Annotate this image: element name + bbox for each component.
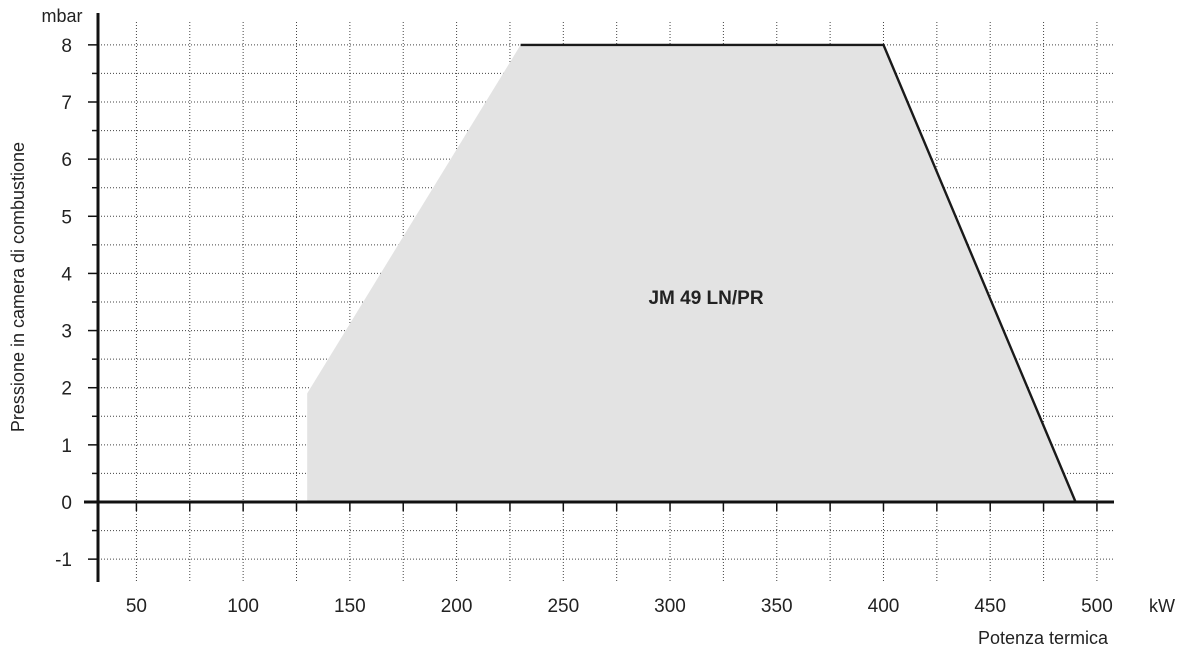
x-axis-unit: kW (1149, 596, 1175, 616)
working-field-edge (520, 43, 1077, 503)
series-annotation: JM 49 LN/PR (648, 288, 763, 309)
y-tick-label: 1 (61, 436, 72, 457)
y-tick-label: 2 (61, 379, 72, 400)
x-tick-label: 500 (1081, 596, 1113, 617)
y-tick-label: 4 (61, 264, 72, 285)
x-tick-label: 250 (547, 596, 579, 617)
y-tick-label: 7 (61, 93, 72, 114)
x-tick-label: 300 (654, 596, 686, 617)
y-axis-unit: mbar (41, 6, 82, 26)
y-tick-label: 6 (61, 150, 72, 171)
x-tick-label: 400 (868, 596, 900, 617)
axis-layer (84, 13, 1114, 582)
x-axis-title: Potenza termica (978, 628, 1109, 648)
y-tick-label: 3 (61, 322, 72, 343)
working-field-area (307, 44, 1076, 503)
x-tick-label: 450 (974, 596, 1006, 617)
y-tick-label: 0 (61, 493, 72, 514)
y-tick-label: 8 (61, 36, 72, 57)
x-tick-label: 150 (334, 596, 366, 617)
x-tick-label: 50 (126, 596, 147, 617)
x-tick-label: 200 (441, 596, 473, 617)
label-layer: -1 0 1 2 3 4 5 6 7 8 50 100 150 200 250 300 350 400 450 500 (55, 36, 1113, 617)
y-tick-label: 5 (61, 207, 72, 228)
x-tick-label: 100 (227, 596, 259, 617)
y-axis-title: Pressione in camera di combustione (8, 142, 28, 432)
x-tick-label: 350 (761, 596, 793, 617)
area-layer (307, 43, 1077, 503)
y-tick-label: -1 (55, 550, 72, 571)
